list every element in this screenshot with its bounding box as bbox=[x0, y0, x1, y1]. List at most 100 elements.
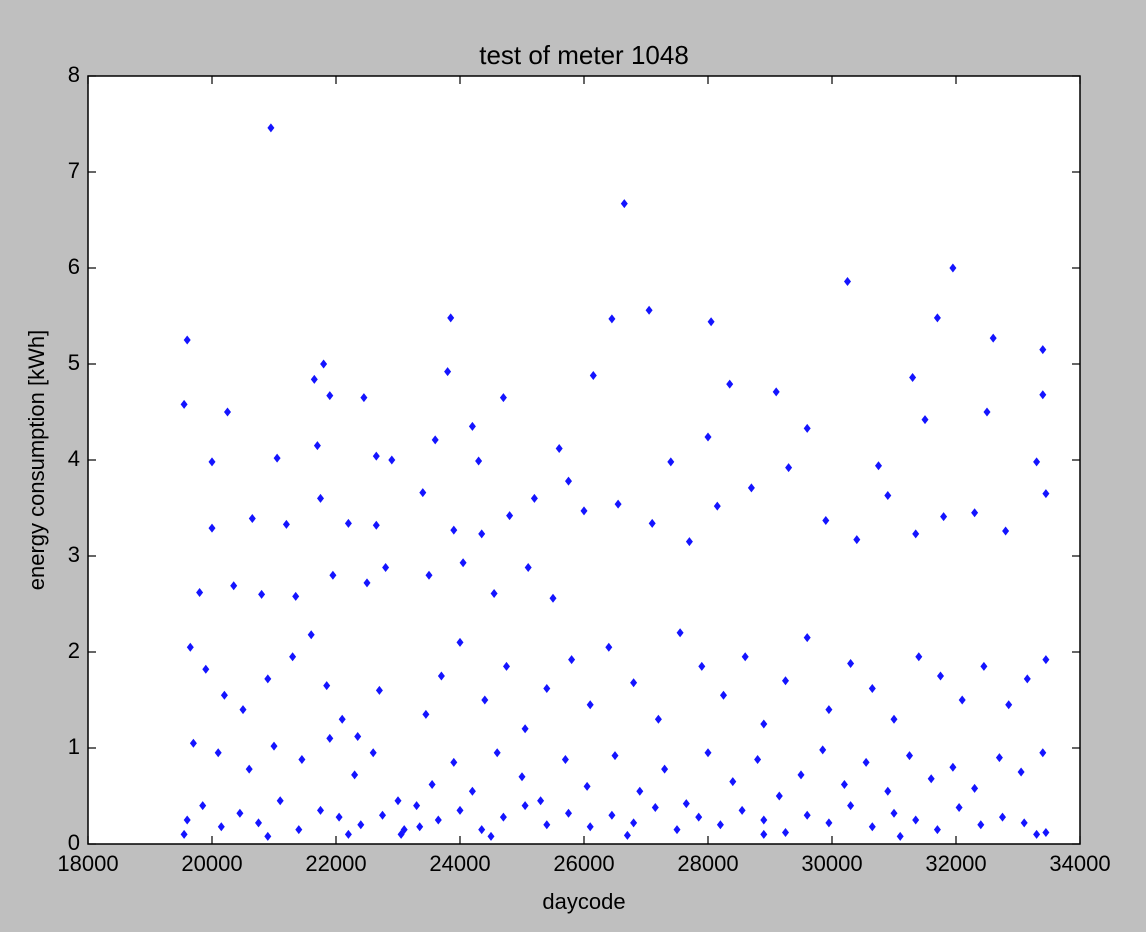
point bbox=[915, 652, 923, 662]
point bbox=[416, 822, 424, 832]
point bbox=[611, 751, 619, 761]
point bbox=[896, 831, 904, 841]
point bbox=[636, 786, 644, 796]
point bbox=[264, 674, 272, 684]
point bbox=[1042, 827, 1050, 837]
point bbox=[630, 818, 638, 828]
point bbox=[825, 818, 833, 828]
point bbox=[487, 831, 495, 841]
point bbox=[208, 523, 216, 533]
point bbox=[276, 796, 284, 806]
point bbox=[478, 529, 486, 539]
point bbox=[447, 313, 455, 323]
point bbox=[372, 451, 380, 461]
point bbox=[239, 705, 247, 715]
point bbox=[537, 796, 545, 806]
point bbox=[183, 815, 191, 825]
point bbox=[704, 432, 712, 442]
y-tick-label: 6 bbox=[68, 254, 80, 279]
point bbox=[716, 820, 724, 830]
point bbox=[605, 642, 613, 652]
y-tick-label: 2 bbox=[68, 638, 80, 663]
point bbox=[1033, 829, 1041, 839]
point bbox=[580, 506, 588, 516]
point bbox=[323, 681, 331, 691]
point bbox=[713, 501, 721, 511]
point bbox=[933, 825, 941, 835]
point bbox=[326, 391, 334, 401]
point bbox=[267, 123, 275, 133]
point bbox=[847, 659, 855, 669]
point bbox=[890, 808, 898, 818]
point bbox=[230, 581, 238, 591]
point bbox=[803, 423, 811, 433]
point bbox=[819, 745, 827, 755]
point bbox=[875, 461, 882, 471]
point bbox=[586, 822, 594, 832]
point bbox=[394, 796, 402, 806]
point bbox=[707, 317, 715, 327]
point bbox=[434, 815, 442, 825]
point bbox=[803, 633, 811, 643]
point bbox=[884, 491, 892, 501]
point bbox=[208, 457, 216, 467]
point bbox=[468, 786, 476, 796]
point bbox=[782, 827, 789, 837]
x-tick-label: 24000 bbox=[429, 851, 490, 876]
point bbox=[906, 751, 913, 761]
point bbox=[772, 387, 780, 397]
x-tick-label: 26000 bbox=[553, 851, 614, 876]
point bbox=[295, 825, 303, 835]
point bbox=[518, 772, 526, 782]
point bbox=[344, 518, 352, 528]
point bbox=[549, 593, 557, 603]
point bbox=[499, 393, 507, 403]
point bbox=[326, 733, 334, 743]
point bbox=[760, 829, 768, 839]
x-axis-label: daycode bbox=[542, 889, 625, 914]
x-tick-label: 32000 bbox=[925, 851, 986, 876]
point bbox=[248, 514, 256, 524]
point bbox=[369, 748, 377, 758]
point bbox=[1039, 748, 1047, 758]
point bbox=[927, 774, 935, 784]
point bbox=[521, 801, 529, 811]
point bbox=[419, 488, 427, 498]
point bbox=[999, 812, 1006, 822]
y-tick-label: 5 bbox=[68, 350, 80, 375]
point bbox=[555, 443, 563, 453]
plot-area bbox=[88, 76, 1080, 844]
point bbox=[654, 714, 662, 724]
point bbox=[282, 519, 290, 529]
x-tick-label: 20000 bbox=[181, 851, 242, 876]
point bbox=[1033, 457, 1041, 467]
point bbox=[422, 709, 430, 719]
point bbox=[338, 714, 346, 724]
point bbox=[317, 805, 324, 815]
point bbox=[983, 407, 991, 417]
point bbox=[413, 801, 421, 811]
y-tick-label: 8 bbox=[68, 62, 80, 87]
point bbox=[862, 757, 870, 767]
point bbox=[1042, 489, 1050, 499]
point bbox=[682, 799, 690, 809]
point bbox=[183, 335, 191, 345]
point bbox=[506, 511, 514, 521]
point bbox=[289, 652, 297, 662]
point bbox=[583, 781, 591, 791]
point bbox=[357, 820, 365, 830]
point bbox=[971, 508, 979, 518]
point bbox=[760, 719, 768, 729]
x-tick-label: 30000 bbox=[801, 851, 862, 876]
point bbox=[180, 399, 188, 409]
point bbox=[940, 512, 948, 522]
point bbox=[351, 770, 359, 780]
point bbox=[608, 314, 616, 324]
point bbox=[360, 393, 368, 403]
point bbox=[720, 690, 727, 700]
point bbox=[217, 822, 225, 832]
point bbox=[1039, 345, 1047, 355]
point bbox=[255, 818, 262, 828]
